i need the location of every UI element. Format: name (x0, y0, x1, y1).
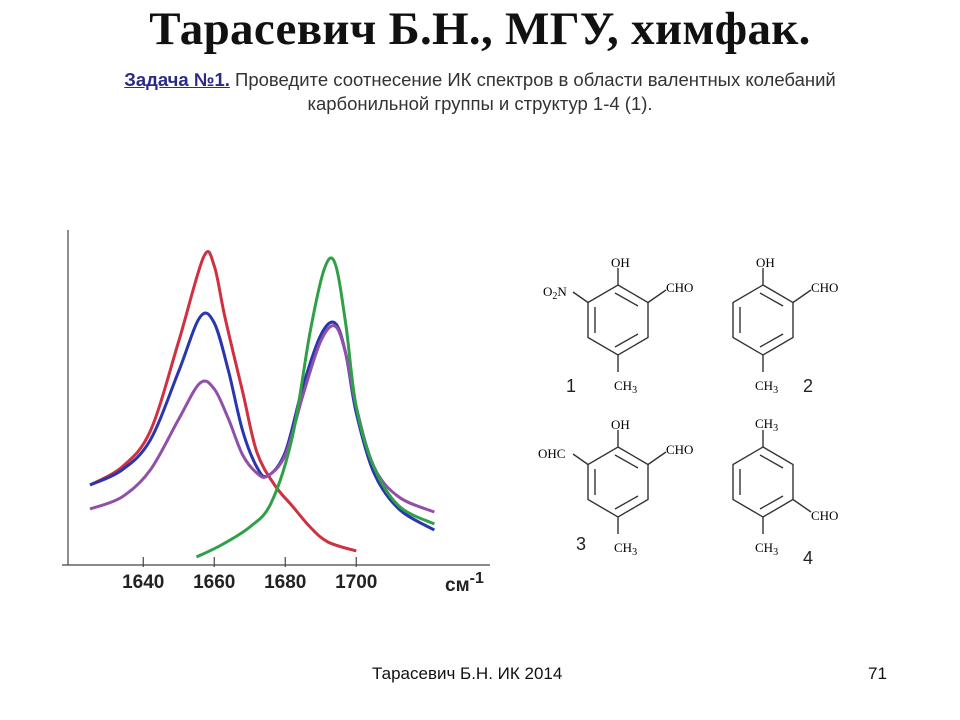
substituent-methyl: CH3 (614, 378, 637, 396)
x-tick-label: 1660 (193, 572, 235, 593)
substituent-cho: CHO (811, 280, 838, 295)
x-axis-unit: см-1 (445, 570, 484, 596)
structure-1: OH CHO O2N CH3 1 (543, 255, 693, 396)
substituent-oh: OH (756, 255, 775, 270)
x-tick-label: 1680 (264, 572, 306, 593)
substituent-cho: CHO (666, 442, 693, 457)
substituent-cho: CHO (811, 508, 838, 523)
substituent-methyl-bottom: CH3 (755, 540, 778, 558)
slide-title: Тарасевич Б.Н., МГУ, химфак. (149, 3, 811, 55)
page-number: 71 (868, 664, 887, 683)
x-tick-label: 1700 (335, 572, 377, 593)
structure-3: OH CHO OHC CH3 3 (538, 417, 693, 558)
footer-author: Тарасевич Б.Н. ИК 2014 (372, 664, 563, 683)
substituent-ohc: OHC (538, 446, 565, 461)
spectrum-line-1 (89, 250, 357, 553)
task-label: Задача №1. (124, 69, 230, 90)
substituent-oh: OH (611, 255, 630, 270)
substituent-methyl: CH3 (755, 378, 778, 396)
x-tick-label: 1640 (122, 572, 164, 593)
structure-2: OH CHO CH3 2 (732, 255, 838, 396)
task-text-line1: Проведите соотнесение ИК спектров в обла… (235, 69, 836, 90)
x-tick-labels: 1640 1660 1680 1700 (122, 572, 377, 593)
plot-axes (62, 230, 490, 566)
x-tick-marks (142, 557, 357, 567)
spectrum-series (89, 250, 436, 559)
structures-panel: OH CHO O2N CH3 1 OH CHO CH3 2 OH CHO OHC… (538, 255, 838, 568)
substituent-methyl: CH3 (614, 540, 637, 558)
substituent-methyl-top: CH3 (755, 416, 778, 434)
structure-number: 1 (566, 376, 576, 396)
substituent-nitro: O2N (543, 284, 567, 302)
ir-spectrum-chart: 1640 1660 1680 1700 см-1 (62, 230, 490, 596)
substituent-oh: OH (611, 417, 630, 432)
spectrum-line-4 (195, 256, 435, 559)
spectrum-line-2 (89, 311, 436, 532)
substituent-cho: CHO (666, 280, 693, 295)
task-text-line2: карбонильной группы и структур 1-4 (1). (307, 93, 653, 114)
structure-number: 2 (803, 376, 813, 396)
structure-number: 4 (803, 548, 813, 568)
task-statement: Задача №1. Проведите соотнесение ИК спек… (60, 68, 900, 116)
structure-4: CH3 CHO CH3 4 (732, 416, 838, 568)
structure-number: 3 (576, 534, 586, 554)
